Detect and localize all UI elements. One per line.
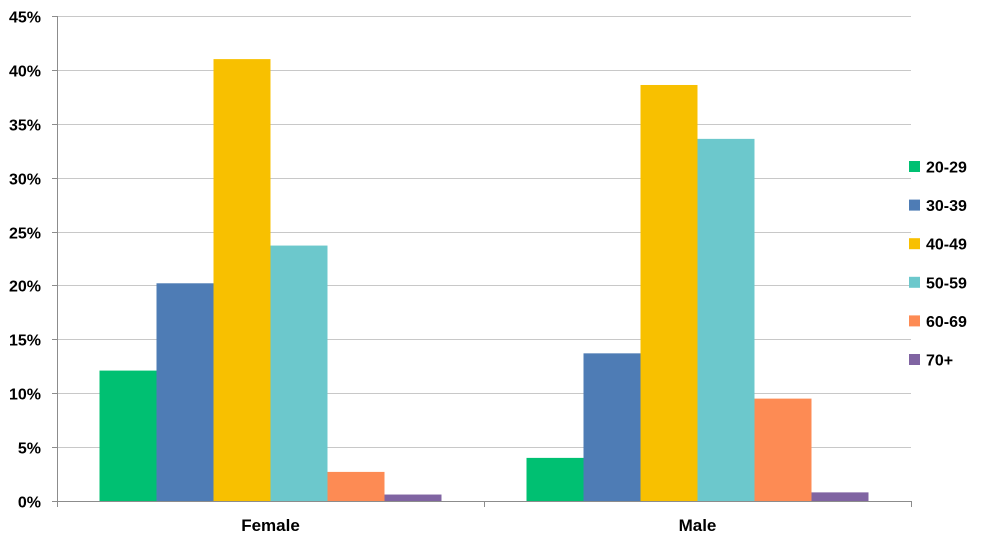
legend-label: 40-49 xyxy=(926,237,967,254)
legend-swatch xyxy=(909,199,920,211)
y-tick-label: 40% xyxy=(9,64,41,81)
bar-female-40-49 xyxy=(213,59,271,501)
y-tick-label: 5% xyxy=(18,441,41,458)
bar-female-70plus xyxy=(384,494,442,501)
legend-swatch xyxy=(909,276,920,288)
legend-swatch xyxy=(909,354,920,365)
bar-male-20-29 xyxy=(526,457,584,501)
legend-swatch xyxy=(909,315,920,327)
legend-swatch xyxy=(909,238,920,250)
bar-male-70plus xyxy=(811,492,869,501)
x-category-label: Female xyxy=(241,516,300,535)
y-tick-label: 15% xyxy=(9,333,41,350)
x-category-label: Male xyxy=(679,516,717,535)
bars xyxy=(99,59,869,501)
axes xyxy=(52,16,912,507)
legend-label: 60-69 xyxy=(926,314,967,331)
bar-male-60-69 xyxy=(754,398,812,501)
bar-female-50-59 xyxy=(270,245,328,501)
x-category-labels: Female Male xyxy=(241,516,716,535)
bar-male-50-59 xyxy=(697,138,755,501)
bar-male-30-39 xyxy=(583,353,641,501)
y-tick-label: 10% xyxy=(9,387,41,404)
y-tick-label: 45% xyxy=(9,10,41,27)
y-tick-label: 20% xyxy=(9,279,41,296)
legend-swatch xyxy=(909,161,920,172)
y-tick-label: 25% xyxy=(9,226,41,243)
legend: 20-29 30-39 40-49 50-59 60-69 70+ xyxy=(909,160,967,370)
y-tick-label: 35% xyxy=(9,118,41,135)
legend-label: 20-29 xyxy=(926,160,967,177)
legend-label: 30-39 xyxy=(926,198,967,215)
y-tick-label: 30% xyxy=(9,172,41,189)
bar-female-60-69 xyxy=(327,471,385,501)
legend-label: 70+ xyxy=(926,353,953,370)
bar-female-30-39 xyxy=(156,283,214,501)
y-tick-label: 0% xyxy=(18,495,41,512)
bar-male-40-49 xyxy=(640,84,698,501)
legend-label: 50-59 xyxy=(926,275,967,292)
bar-female-20-29 xyxy=(99,370,157,501)
y-tick-labels: 0% 5% 10% 15% 20% 25% 30% 35% 40% 45% xyxy=(9,10,41,512)
